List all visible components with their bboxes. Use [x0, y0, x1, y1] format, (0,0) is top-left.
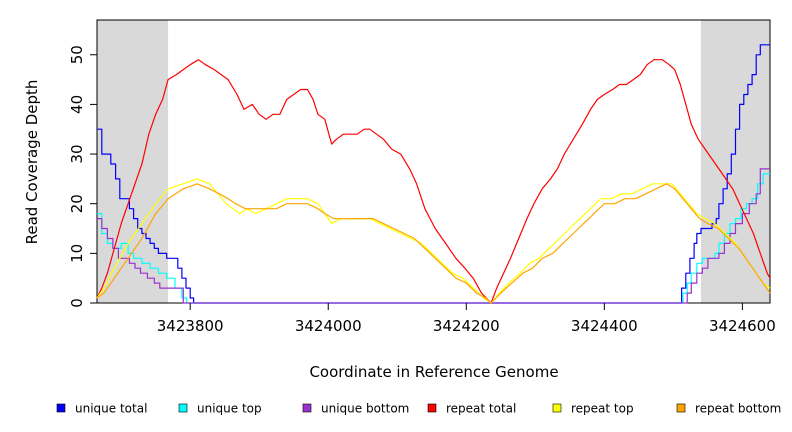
plot-frame [96, 19, 771, 304]
legend-label-unique-bottom: unique bottom [321, 402, 409, 416]
x-tick-label: 3424200 [433, 317, 500, 335]
y-tick-label: 20 [68, 194, 86, 213]
series-line-unique-top [97, 173, 770, 304]
series-line-repeat-top [96, 178, 771, 304]
y-tick-label: 50 [68, 45, 86, 64]
series-line-unique-total [97, 44, 770, 304]
x-tick-label: 3424000 [295, 317, 362, 335]
legend-label-repeat-total: repeat total [446, 402, 516, 416]
legend-label-unique-top: unique top [197, 402, 262, 416]
x-tick-label: 3424400 [571, 317, 638, 335]
y-axis-title: Read Coverage Depth [23, 80, 41, 245]
legend-swatch-unique-top [178, 403, 188, 413]
x-axis: 3423800 3424000 3424200 3424400 3424600 [157, 303, 776, 335]
legend-swatch-unique-bottom [302, 403, 312, 413]
legend-label-repeat-top: repeat top [571, 402, 634, 416]
y-tick-label: 0 [68, 298, 86, 308]
legend: unique total unique top unique bottom repea… [56, 402, 781, 416]
legend-swatch-repeat-total [427, 403, 437, 413]
series-line-unique-bottom [97, 168, 770, 304]
series-line-repeat-bottom [96, 183, 771, 304]
legend-swatch-unique-total [56, 403, 66, 413]
y-axis: 0 10 20 30 40 50 [68, 45, 97, 308]
x-axis-title: Coordinate in Reference Genome [309, 363, 558, 381]
y-tick-label: 10 [68, 244, 86, 263]
series-line-repeat-total [96, 59, 771, 304]
legend-swatch-repeat-top [552, 403, 562, 413]
legend-label-repeat-bottom: repeat bottom [695, 402, 781, 416]
shaded-region-2 [700, 20, 770, 303]
x-tick-label: 3423800 [157, 317, 224, 335]
shaded-regions [97, 20, 770, 303]
legend-label-unique-total: unique total [75, 402, 147, 416]
y-tick-label: 40 [68, 95, 86, 114]
shaded-region-1 [97, 20, 169, 303]
y-tick-label: 30 [68, 145, 86, 164]
series-lines [96, 44, 771, 304]
x-tick-label: 3424600 [709, 317, 776, 335]
legend-swatch-repeat-bottom [676, 403, 686, 413]
